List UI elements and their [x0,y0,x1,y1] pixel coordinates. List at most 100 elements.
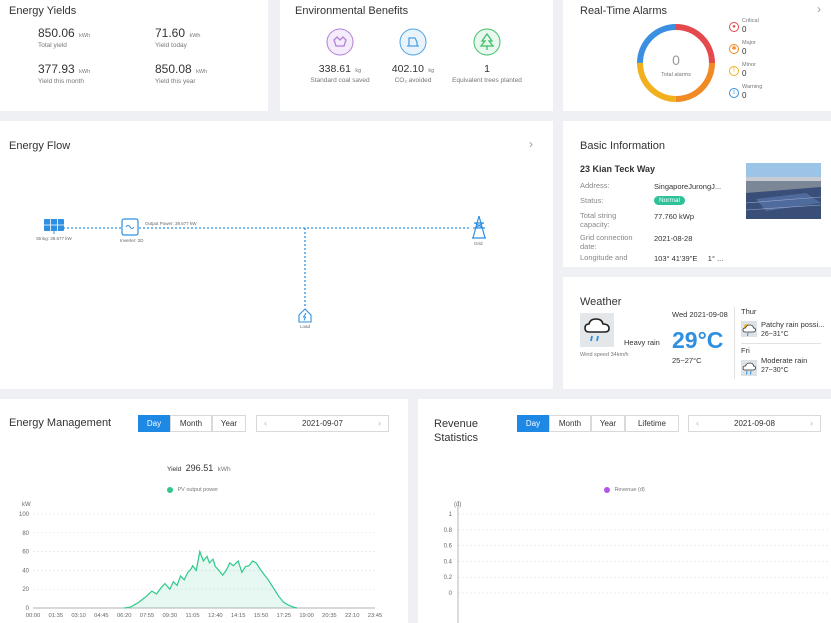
total-alarms-label: Total alarms [661,72,691,78]
grid-date-value: 2021-08-28 [654,234,693,243]
x-tick-label: 01:35 [49,613,64,619]
forecast-desc: Moderate rain [761,356,808,365]
real-time-alarms-card: Real-Time Alarms › 0 Total alarms ● Crit… [563,0,831,111]
x-tick-label: 06:20 [117,613,132,619]
date-picker[interactable]: ‹ 2021-09-07 › [256,415,389,432]
forecast-thur: Thur Patchy rain possi... 26~31°C [741,307,831,338]
x-tick-label: 14:15 [231,613,246,619]
environmental-benefits-card: Environmental Benefits 338.61 kg Standar… [280,0,553,111]
weather-title: Weather [580,296,622,308]
load-house-icon[interactable] [297,307,313,323]
major-count: 0 [742,47,747,56]
chevron-right-icon[interactable]: › [810,418,813,428]
plant-name[interactable]: 23 Kian Teck Way [580,164,656,174]
solar-panel-icon[interactable] [43,218,65,234]
yield-summary: Yield 296.51 kWh [167,458,231,476]
wind-speed: Wind speed 34km/h [580,352,629,358]
major-icon: ✱ [729,44,739,54]
tab-day[interactable]: Day [517,415,549,432]
lonlat-label: Longitude and latitude: [580,253,628,263]
status-badge: Normal [654,196,685,205]
yield-year-unit: kWh [196,69,208,75]
grid-tower-icon[interactable] [470,215,488,239]
yield-month: 377.93 kWh Yield this month [38,60,90,85]
chevron-right-icon[interactable]: › [817,2,821,16]
chevron-right-icon[interactable]: › [378,418,381,428]
y-tick-label: 100 [19,512,30,518]
chevron-right-icon[interactable]: › [529,137,533,151]
x-tick-label: 03:10 [71,613,86,619]
string-label: String: 39.677 kW [36,236,72,241]
real-time-alarms-title: Real-Time Alarms [580,5,667,17]
yield-total-unit: kWh [79,33,91,39]
yield-summary-unit: kWh [217,466,231,473]
warning-icon: i [729,88,739,98]
tab-lifetime[interactable]: Lifetime [625,415,679,432]
address-label: Address: [580,181,610,190]
x-tick-label: 04:45 [94,613,109,619]
y-tick-label: 1 [449,512,453,518]
pv-legend-label: PV output power [177,486,219,493]
trees-planted: 1 Equivalent trees planted [442,28,532,84]
today-range: 25~27°C [672,356,702,365]
tab-day[interactable]: Day [138,415,170,432]
tab-year[interactable]: Year [591,415,625,432]
energy-flow-card: Energy Flow › String: 39.677 kW Inverter… [0,121,553,389]
inverter-icon[interactable] [121,218,139,236]
date-value: 2021-09-07 [302,419,343,428]
y-axis-label: kW [22,502,31,508]
grid-date-label: Grid connection date: [580,233,633,251]
major-label: Major [742,40,756,46]
warning-label: Warning [742,84,763,90]
co2-unit: kg [428,68,435,74]
address-value: SingaporeJurongJ... [654,182,722,191]
warning-count: 0 [742,91,747,100]
pv-legend-dot [167,486,173,493]
chevron-left-icon[interactable]: ‹ [696,418,699,428]
energy-management-card: Energy Management Day Month Year ‹ 2021-… [0,399,408,623]
status-label: Status: [580,196,604,205]
basic-information-title: Basic Information [580,140,665,152]
critical-count: 0 [742,25,747,34]
pv-output-chart: kW 0 20 40 60 80 100 00:00 01:35 03:10 04:45 06:20 0… [19,502,382,619]
capacity-label: Total string capacity: [580,211,617,229]
grid-label: Grid [474,241,483,246]
revenue-chart: (đ) 0 0.2 0.4 0.6 0.8 1 [444,502,828,623]
minor-count: 0 [742,69,747,78]
inverter-label: Inverter: 2D [120,238,144,243]
forecast-day: Fri [741,346,750,355]
tab-month[interactable]: Month [170,415,212,432]
y-tick-label: 0.2 [444,575,453,581]
x-tick-label: 15:50 [254,613,269,619]
y-tick-label: 0 [26,606,30,612]
yield-today: 71.60 kWh Yield today [155,24,200,49]
forecast-divider [741,343,821,344]
x-tick-label: 12:40 [208,613,223,619]
revenue-statistics-card: Revenue Statistics Day Month Year Lifeti… [418,399,831,623]
revenue-legend-dot [604,486,610,493]
yield-summary-value: 296.51 [185,463,214,473]
yield-year-value: 850.08 [155,62,192,76]
y-tick-label: 0.4 [444,559,453,565]
energy-yields-title: Energy Yields [9,5,77,17]
date-picker[interactable]: ‹ 2021-09-08 › [688,415,821,432]
chevron-left-icon[interactable]: ‹ [264,418,267,428]
tab-month[interactable]: Month [549,415,591,432]
critical-label: Critical [742,18,759,24]
today-date: Wed 2021-09-08 [672,310,728,319]
tab-year[interactable]: Year [212,415,246,432]
forecast-desc: Patchy rain possi... [761,320,825,329]
x-tick-label: 22:10 [345,613,360,619]
y-tick-label: 80 [22,531,29,537]
cloud-rain-icon [741,321,757,337]
total-alarms-value: 0 [672,52,680,68]
pv-legend[interactable]: PV output power [167,481,218,499]
weather-condition: Heavy rain [624,338,660,347]
basic-information-card: Basic Information 23 Kian Teck Way Addre… [563,121,831,267]
forecast-day: Thur [741,307,757,316]
y-tick-label: 20 [22,587,29,593]
revenue-legend[interactable]: Revenue (đ) [604,481,645,499]
forecast-range: 27~30°C [761,367,789,374]
co2-label: CO₂ avoided [394,77,432,84]
environmental-benefits-title: Environmental Benefits [295,5,409,17]
